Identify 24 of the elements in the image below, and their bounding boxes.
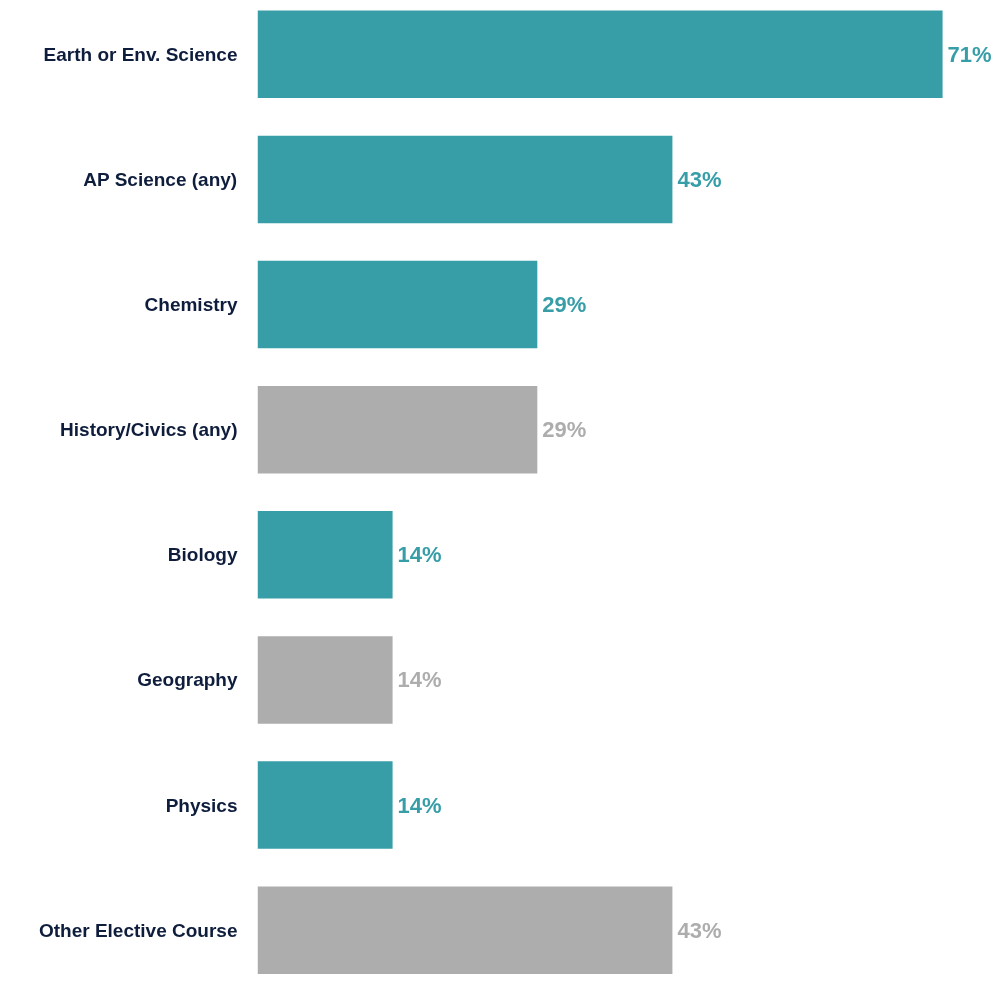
y-tick-label: Other Elective Course xyxy=(38,919,238,941)
data-label: 71% xyxy=(947,41,992,67)
y-tick-label: AP Science (any) xyxy=(83,168,238,190)
data-label: 14% xyxy=(397,792,442,818)
y-tick-label: Earth or Env. Science xyxy=(43,43,238,65)
bar xyxy=(257,511,393,599)
y-tick-label: Biology xyxy=(167,544,238,566)
bar xyxy=(257,385,538,474)
data-label: 43% xyxy=(677,917,722,943)
y-tick-label: Chemistry xyxy=(144,294,238,316)
data-label: 14% xyxy=(397,542,442,568)
bar xyxy=(257,761,393,849)
y-tick-label: Geography xyxy=(137,669,238,691)
bar xyxy=(257,636,393,724)
y-tick-label: History/Civics (any) xyxy=(60,419,238,441)
data-label: 29% xyxy=(542,292,587,318)
y-tick-label: Physics xyxy=(165,794,238,816)
bar xyxy=(257,135,673,224)
data-label: 14% xyxy=(397,667,442,693)
bar xyxy=(257,886,673,974)
bar xyxy=(257,10,943,99)
data-label: 43% xyxy=(677,166,722,192)
data-label: 29% xyxy=(542,417,587,443)
bar xyxy=(257,260,538,349)
